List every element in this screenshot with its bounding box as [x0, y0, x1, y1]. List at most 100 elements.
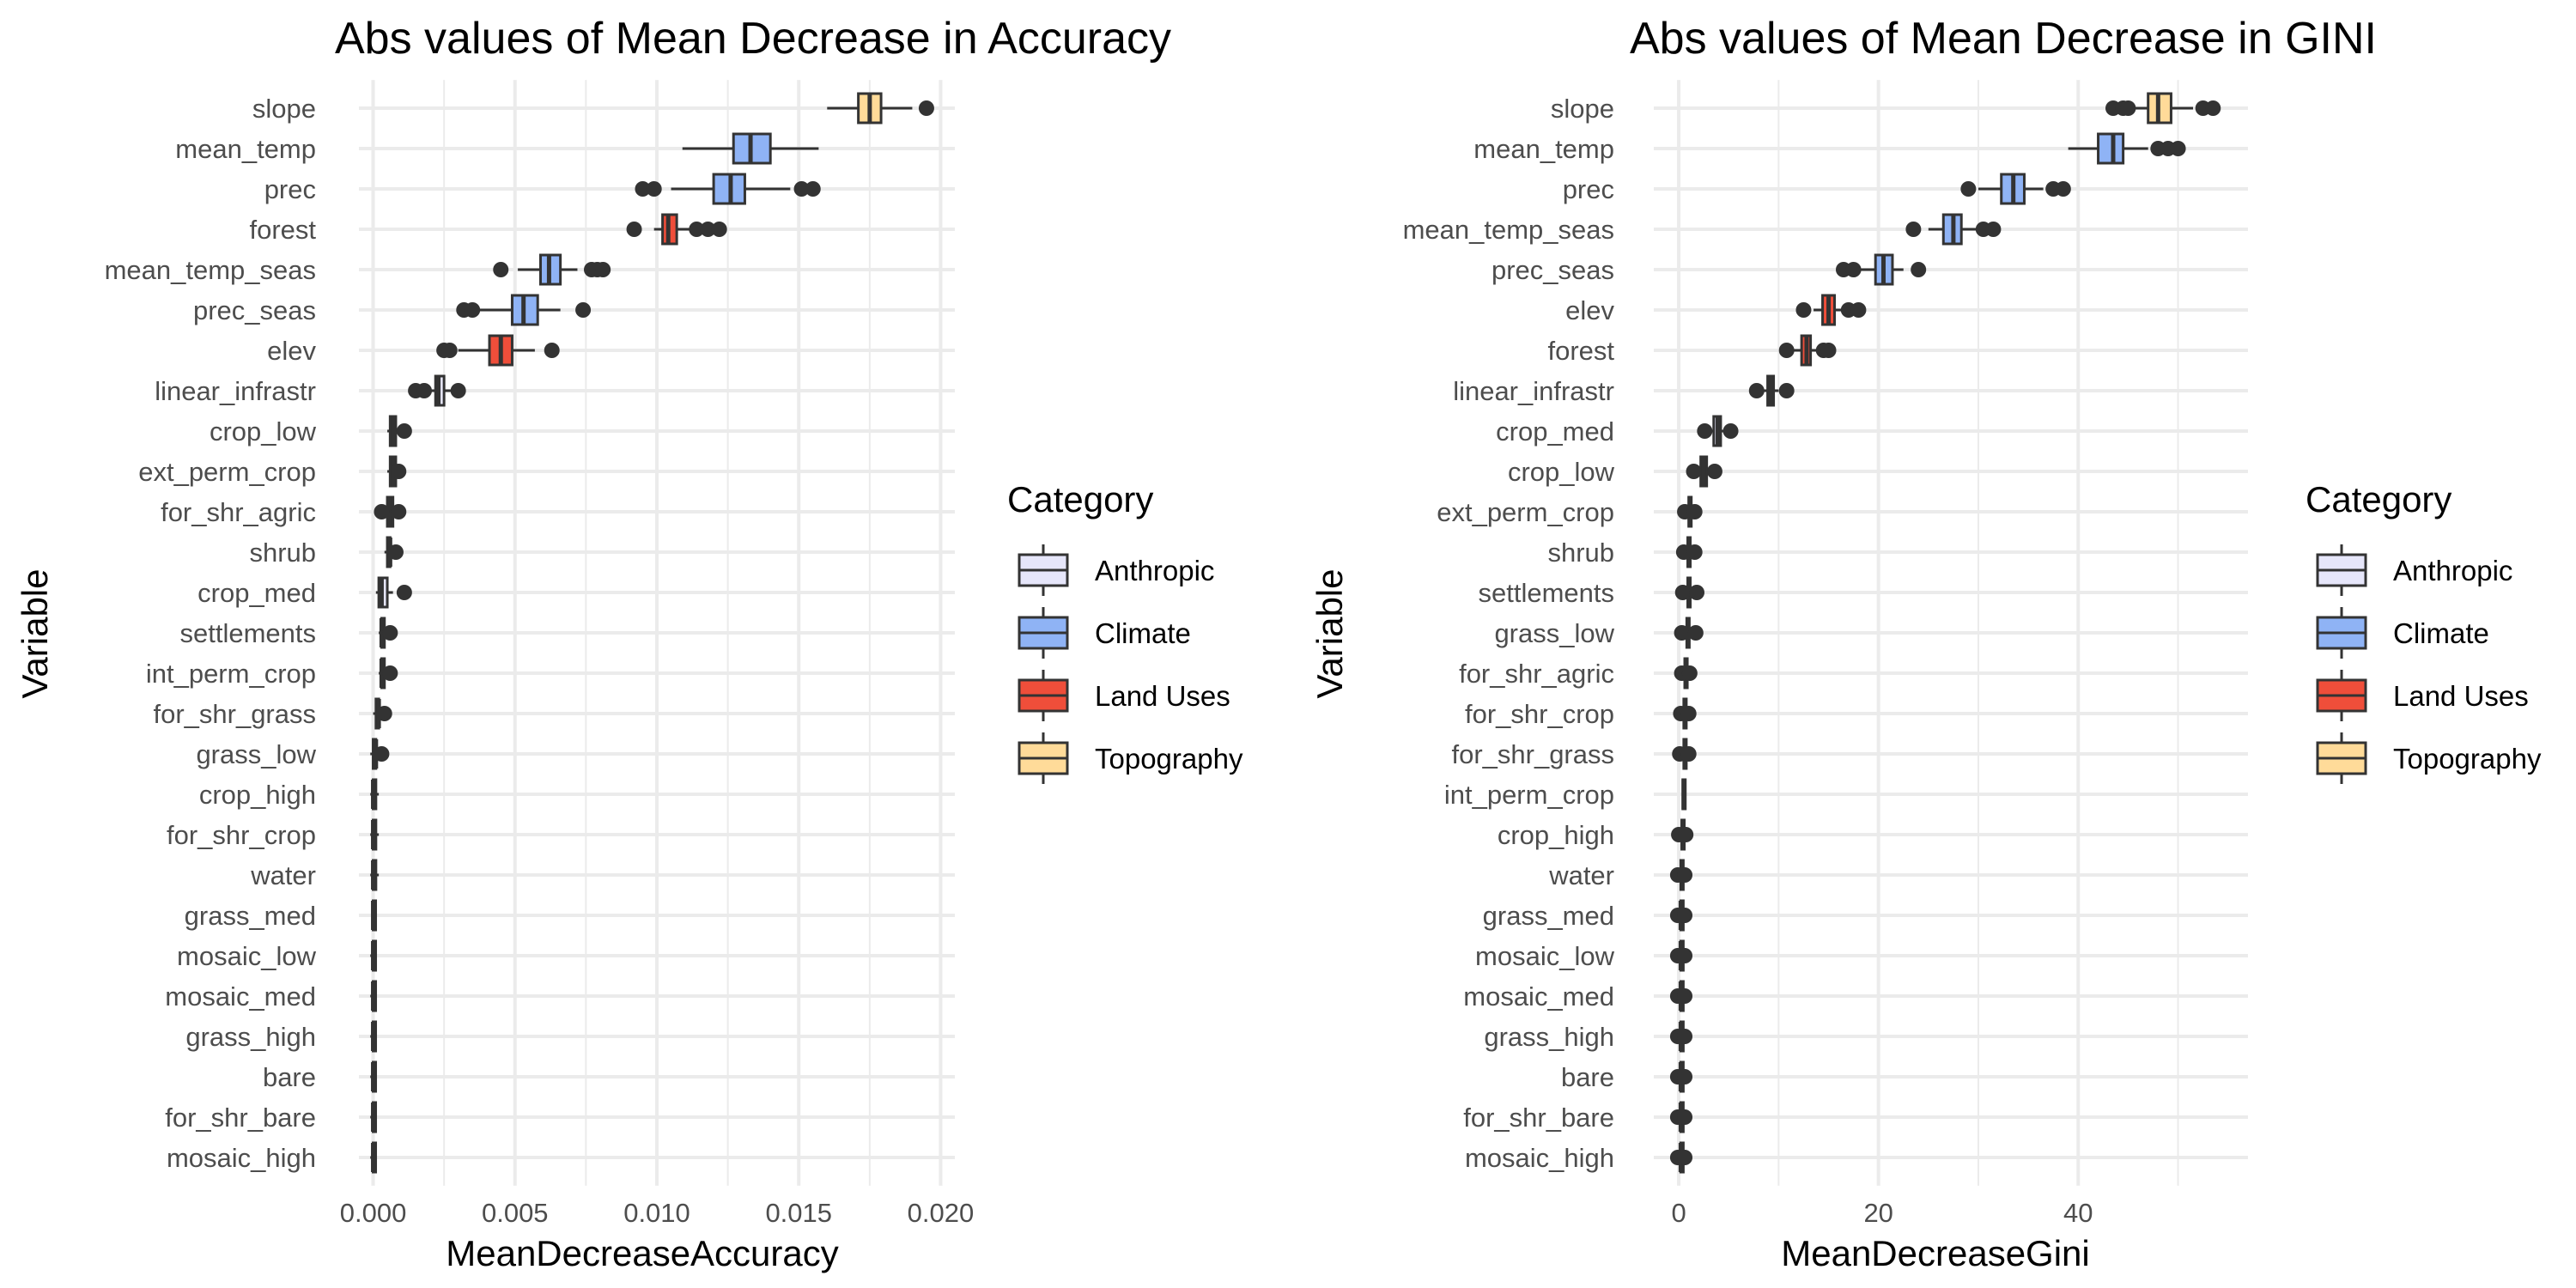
- box-int_perm_crop: [379, 657, 398, 690]
- box-ext_perm_crop: [1677, 495, 1703, 528]
- panel-gini: Abs values of Mean Decrease in GINI Vari…: [1309, 14, 2542, 1273]
- legend: Category Anthropic Climate Land Uses Topogr…: [1007, 479, 1243, 784]
- y-tick-label: grass_high: [185, 1022, 316, 1052]
- y-tick-label: for_shr_agric: [1459, 659, 1614, 689]
- box-prec: [1960, 173, 2071, 205]
- box-ext_perm_crop: [387, 455, 407, 488]
- x-tick-label: 0: [1671, 1198, 1686, 1228]
- y-tick-label: bare: [263, 1062, 316, 1092]
- y-tick-label: water: [250, 860, 316, 890]
- outlier-point: [918, 100, 934, 116]
- outlier-point: [1960, 181, 1977, 197]
- legend-label: Land Uses: [1095, 680, 1230, 712]
- x-axis-title: MeanDecreaseGini: [1781, 1233, 2090, 1273]
- outlier-point: [2205, 100, 2221, 116]
- box-grass_med: [1669, 899, 1693, 932]
- outlier-point: [1677, 1069, 1693, 1084]
- outlier-point: [1677, 908, 1693, 923]
- legend-item: Climate: [2316, 607, 2489, 659]
- box-for_shr_bare: [370, 1101, 378, 1133]
- legend-label: Topography: [1095, 743, 1243, 775]
- box-forest: [626, 213, 727, 246]
- outlier-point: [575, 302, 592, 318]
- box-grass_low: [1674, 617, 1704, 649]
- outlier-point: [1748, 383, 1765, 398]
- outlier-point: [805, 181, 821, 197]
- box-mosaic_high: [1669, 1141, 1693, 1174]
- y-tick-label: prec: [264, 174, 316, 204]
- y-tick-label: bare: [1561, 1062, 1614, 1092]
- y-tick-label: water: [1548, 860, 1614, 890]
- legend-items: Anthropic Climate Land Uses Topography: [2316, 544, 2542, 784]
- y-tick-label: for_shr_agric: [161, 497, 316, 527]
- box-mosaic_high: [370, 1141, 378, 1174]
- x-tick-labels: 0.000 0.005 0.010 0.015 0.020: [340, 1198, 975, 1228]
- legend-item: Topography: [1018, 732, 1243, 784]
- y-tick-label: ext_perm_crop: [138, 457, 316, 487]
- legend-item: Land Uses: [2316, 670, 2529, 721]
- y-tick-label: mosaic_low: [1475, 941, 1615, 971]
- y-tick-label: mosaic_low: [177, 941, 317, 971]
- outlier-point: [450, 383, 466, 398]
- y-tick-label: for_shr_crop: [167, 820, 316, 850]
- box-bare: [370, 1060, 378, 1093]
- box-for_shr_agric: [1674, 657, 1698, 690]
- outlier-point: [396, 585, 412, 600]
- outlier-point: [2120, 100, 2136, 116]
- y-tick-label: mean_temp_seas: [1403, 215, 1614, 245]
- outlier-point: [711, 222, 727, 237]
- y-tick-label: grass_high: [1484, 1022, 1614, 1052]
- outlier-point: [1686, 464, 1702, 479]
- box-mosaic_med: [1669, 980, 1693, 1012]
- y-tick-label: mosaic_med: [165, 981, 316, 1012]
- outlier-point: [1674, 625, 1690, 641]
- legend-label: Land Uses: [2393, 680, 2529, 712]
- grid-layer: [359, 80, 955, 1186]
- x-tick-label: 0.015: [765, 1198, 832, 1228]
- outlier-point: [1985, 222, 2002, 237]
- outlier-point: [1911, 262, 1927, 277]
- legend: Category Anthropic Climate Land Uses Topogr…: [2306, 479, 2542, 784]
- box-for_shr_grass: [373, 697, 392, 730]
- x-axis-title: MeanDecreaseAccuracy: [446, 1233, 839, 1273]
- y-tick-label: for_shr_bare: [1463, 1103, 1614, 1133]
- outlier-point: [1680, 706, 1697, 721]
- outlier-point: [1686, 504, 1703, 519]
- outlier-point: [1675, 544, 1692, 560]
- outlier-point: [1677, 1029, 1693, 1044]
- y-tick-label: slope: [252, 94, 316, 124]
- box-forest: [1778, 334, 1837, 367]
- chart-title: Abs values of Mean Decrease in Accuracy: [335, 14, 1171, 64]
- panel-accuracy: Abs values of Mean Decrease in Accuracy …: [15, 14, 1243, 1273]
- box-crop_med: [375, 576, 412, 609]
- y-tick-label: crop_med: [1496, 416, 1614, 447]
- outlier-point: [1795, 302, 1812, 318]
- outlier-point: [1689, 585, 1705, 600]
- box-for_shr_crop: [1673, 697, 1697, 730]
- outlier-point: [2055, 181, 2071, 197]
- box-grass_high: [370, 1020, 378, 1053]
- outlier-point: [1687, 625, 1704, 641]
- box-water: [370, 859, 380, 891]
- outlier-point: [465, 302, 481, 318]
- outlier-point: [493, 262, 509, 277]
- legend-item: Climate: [1018, 607, 1191, 659]
- outlier-point: [1674, 585, 1691, 600]
- x-tick-label: 20: [1863, 1198, 1893, 1228]
- legend-item: Anthropic: [2316, 544, 2512, 596]
- boxes-layer: [1669, 92, 2221, 1174]
- box-mosaic_med: [370, 980, 378, 1012]
- outlier-point: [1722, 423, 1739, 439]
- outlier-point: [382, 625, 398, 641]
- y-axis-title: Variable: [1309, 569, 1350, 699]
- x-tick-label: 0.005: [482, 1198, 549, 1228]
- y-tick-label: linear_infrastr: [1453, 376, 1614, 406]
- legend-label: Anthropic: [1095, 555, 1214, 586]
- outlier-point: [387, 544, 404, 560]
- legend-label: Climate: [1095, 617, 1191, 649]
- box-linear_infrastr: [1748, 374, 1795, 407]
- outlier-point: [1850, 302, 1867, 318]
